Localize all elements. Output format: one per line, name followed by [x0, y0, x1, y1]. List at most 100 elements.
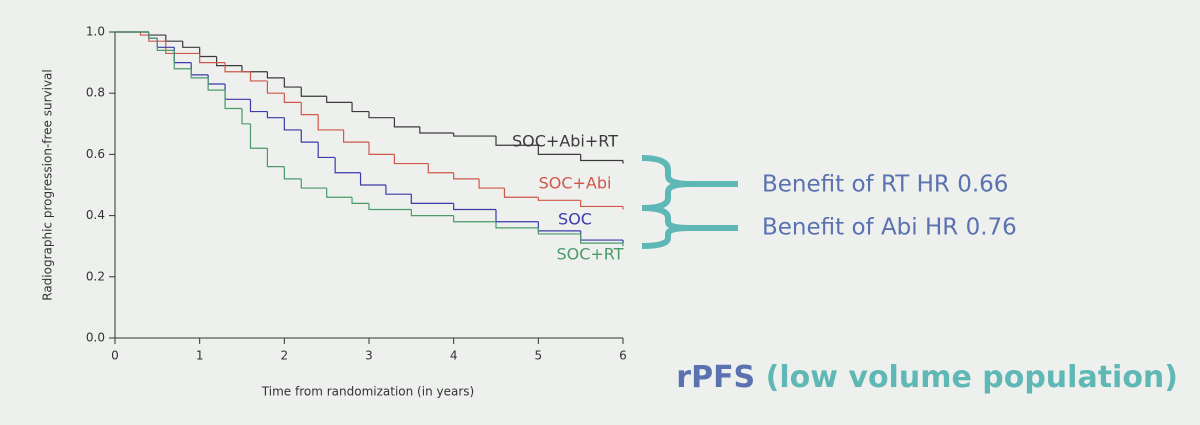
y-tick-label: 1.0: [86, 25, 105, 39]
step: [317, 114, 344, 131]
step: [224, 62, 251, 73]
series-label: SOC+Abi: [539, 174, 612, 193]
step: [359, 172, 386, 186]
step: [537, 197, 581, 201]
step: [199, 53, 226, 64]
step: [368, 142, 395, 155]
step: [537, 227, 581, 235]
step: [241, 108, 251, 125]
series-label: SOC+RT: [556, 245, 623, 264]
step: [495, 209, 539, 223]
step: [224, 84, 251, 100]
bracket-abi: [641, 205, 738, 249]
step: [410, 209, 454, 217]
step: [156, 38, 175, 51]
step: [334, 157, 361, 174]
step: [199, 47, 217, 58]
step: [393, 154, 429, 165]
y-tick-label: 0.6: [86, 147, 105, 161]
step: [249, 123, 268, 149]
x-tick-label: 1: [196, 349, 204, 363]
step: [580, 230, 623, 241]
step: [241, 65, 268, 73]
x-tick-label: 3: [365, 349, 373, 363]
step: [224, 90, 242, 110]
step: [351, 102, 369, 113]
step: [385, 185, 412, 195]
x-tick-label: 4: [450, 349, 458, 363]
step: [266, 111, 285, 119]
step: [283, 93, 302, 103]
series-label: SOC+Abi+RT: [512, 132, 618, 151]
step: [300, 102, 319, 116]
step: [580, 200, 623, 208]
y-axis-title: Radiographic progression-free survival: [41, 69, 55, 301]
step: [283, 117, 302, 131]
step: [453, 215, 496, 223]
step: [410, 194, 454, 204]
step: [495, 221, 539, 229]
step: [207, 74, 226, 85]
x-tick-label: 5: [535, 349, 543, 363]
step: [478, 178, 505, 189]
step: [351, 197, 369, 204]
step: [173, 50, 192, 70]
footnote-part: rPFS: [676, 360, 755, 395]
step: [249, 99, 268, 113]
brackets: [641, 155, 738, 249]
y-tick-label: 0.4: [86, 208, 105, 222]
x-tick-label: 2: [281, 349, 289, 363]
step: [283, 166, 302, 180]
x-axis-title: Time from randomization (in years): [261, 385, 474, 399]
y-tick-label: 0.0: [86, 331, 105, 345]
step: [249, 71, 268, 82]
step: [503, 188, 539, 198]
footnote: rPFS (low volume population): [676, 360, 1178, 395]
step: [368, 111, 395, 119]
step: [266, 71, 285, 79]
step: [580, 233, 623, 244]
step: [190, 62, 209, 76]
step: [182, 41, 200, 48]
step: [300, 129, 319, 143]
step: [148, 32, 166, 36]
x-tick-label: 6: [619, 349, 627, 363]
bracket-rt: [641, 155, 738, 211]
step: [300, 87, 327, 97]
annotation: Benefit of Abi HR 0.76: [762, 215, 1017, 241]
step: [266, 148, 285, 168]
step: [393, 117, 420, 128]
step: [139, 32, 149, 36]
step: [453, 132, 496, 137]
step: [317, 142, 336, 159]
step: [343, 129, 369, 143]
step: [207, 77, 226, 91]
y-tick-label: 0.2: [86, 269, 105, 283]
step: [300, 178, 327, 189]
step: [173, 47, 192, 64]
step: [326, 188, 353, 198]
step: [283, 77, 302, 88]
step: [165, 35, 183, 42]
step: [190, 68, 209, 79]
step: [580, 154, 623, 162]
x-tick-label: 0: [111, 349, 119, 363]
step: [165, 41, 200, 55]
footnote-part: (low volume population): [766, 360, 1178, 395]
step: [266, 80, 285, 94]
step: [495, 136, 539, 146]
y-tick-label: 0.8: [86, 86, 105, 100]
series: [115, 31, 624, 210]
series: [115, 31, 624, 247]
series-label: SOC: [558, 210, 592, 229]
step: [419, 126, 454, 134]
step: [453, 172, 480, 180]
step: [326, 96, 353, 103]
step: [427, 163, 454, 174]
annotation: Benefit of RT HR 0.66: [762, 172, 1008, 198]
step: [216, 56, 242, 67]
step: [537, 145, 581, 155]
step: [453, 203, 496, 211]
step: [148, 32, 158, 39]
